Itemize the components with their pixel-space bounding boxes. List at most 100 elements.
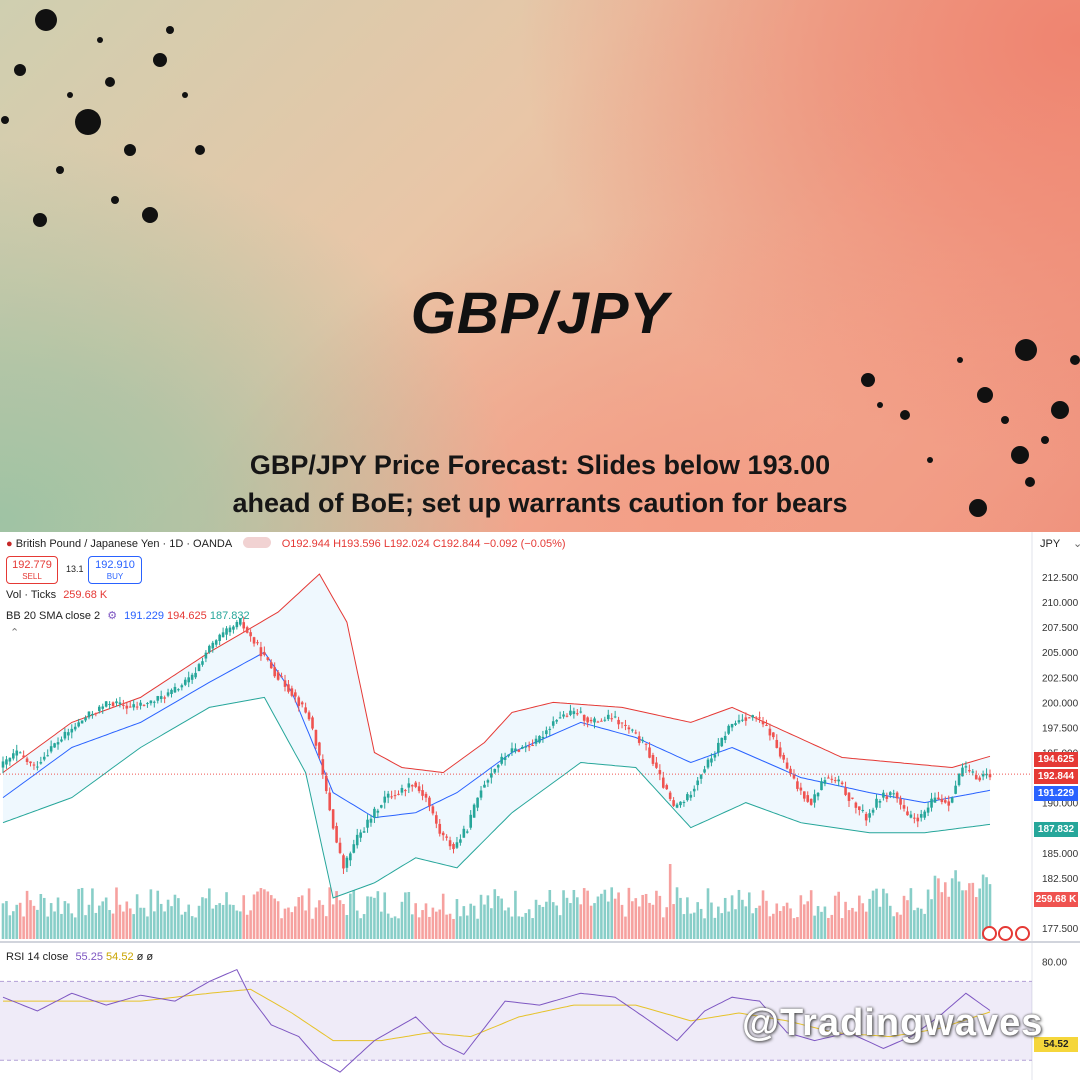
volume-bar — [713, 917, 717, 939]
volume-bar — [263, 889, 266, 939]
volume-bar — [517, 916, 521, 939]
candle-body — [393, 795, 397, 797]
candle-body — [919, 814, 923, 818]
volume-bar — [747, 892, 751, 939]
volume-bar — [947, 896, 951, 939]
candle-body — [77, 722, 80, 727]
candle-body — [665, 785, 669, 790]
volume-bar — [273, 898, 276, 939]
candle-body — [29, 761, 32, 764]
volume-bar — [606, 901, 610, 939]
candle-body — [675, 804, 679, 808]
volume-bar — [118, 904, 122, 939]
event-marker-icon[interactable] — [982, 926, 997, 941]
volume-bar — [345, 914, 349, 939]
settings-icon[interactable]: ⚙ — [107, 610, 118, 622]
volume-bar — [421, 910, 424, 939]
candle-body — [335, 826, 338, 843]
volume-bar — [80, 887, 84, 939]
volume-bar — [218, 903, 221, 939]
hero-subtitle-line-1: GBP/JPY Price Forecast: Slides below 193… — [249, 450, 831, 480]
candle-body — [404, 790, 407, 792]
price-axis-label: 207.500 — [1042, 623, 1079, 634]
volume-bar — [696, 902, 699, 939]
candle-body — [985, 773, 988, 776]
price-axis-label: 177.500 — [1042, 924, 1079, 935]
candle-body — [390, 796, 393, 798]
volume-bar — [768, 916, 772, 939]
candle-body — [772, 732, 775, 738]
volume-bar — [235, 910, 239, 939]
candle-body — [256, 642, 259, 644]
collapse-legend-icon[interactable]: ⌃ — [10, 627, 20, 639]
volume-bar — [954, 870, 957, 939]
candle-body — [799, 787, 803, 791]
candle-body — [80, 720, 84, 724]
candle-body — [300, 702, 304, 705]
volume-bar — [465, 915, 469, 939]
candle-body — [827, 777, 830, 779]
candle-body — [620, 722, 624, 724]
volume-bar — [328, 887, 332, 939]
volume-bar — [902, 895, 906, 939]
volume-bar — [15, 904, 19, 939]
candle-body — [830, 778, 834, 780]
volume-bar — [792, 918, 796, 939]
volume-bar — [1, 903, 5, 939]
volume-legend[interactable]: Vol · Ticks 259.68 K — [6, 589, 107, 601]
volume-bar — [297, 897, 301, 939]
symbol-label[interactable]: British Pound / Japanese Yen · 1D · OAND… — [15, 538, 232, 550]
ohlc-toggle-icon[interactable] — [242, 537, 271, 548]
candle-body — [410, 785, 414, 787]
bollinger-legend[interactable]: BB 20 SMA close 2 ⚙ 191.229 194.625 187.… — [6, 609, 250, 622]
candle-body — [713, 754, 717, 758]
volume-bar — [25, 890, 29, 939]
candle-body — [720, 737, 724, 747]
candle-body — [861, 809, 865, 811]
candle-body — [22, 755, 25, 758]
volume-bar — [923, 913, 926, 939]
event-marker-icon[interactable] — [998, 926, 1014, 941]
candle-body — [785, 762, 789, 769]
candle-body — [971, 771, 975, 773]
candle-body — [135, 706, 139, 708]
volume-bar — [868, 898, 871, 939]
candle-body — [741, 719, 744, 721]
currency-selector[interactable]: JPY ⌄ — [1040, 537, 1080, 550]
event-markers[interactable] — [982, 926, 1030, 946]
volume-bar — [36, 909, 39, 939]
candle-body — [503, 757, 507, 761]
volume-bar — [617, 892, 620, 939]
candle-body — [926, 807, 930, 813]
candle-body — [871, 809, 875, 813]
volume-value: 259.68 K — [63, 589, 108, 601]
volume-bar — [49, 903, 53, 939]
event-marker-icon[interactable] — [1014, 926, 1030, 941]
volume-bar — [565, 897, 569, 939]
trading-chart[interactable]: 212.500 210.000 207.500 205.000 202.500 200.0… — [0, 532, 1080, 1080]
candle-body — [225, 628, 228, 635]
candle-body — [916, 817, 920, 822]
candle-body — [558, 717, 562, 719]
volume-bar — [483, 904, 486, 939]
price-axis-label: 197.500 — [1042, 723, 1079, 734]
rsi-legend[interactable]: RSI 14 close 55.25 54.52 ø ø — [6, 951, 153, 963]
volume-bar — [854, 911, 858, 939]
rsi-extra-value: ø ø — [136, 951, 154, 963]
volume-bar — [613, 898, 617, 939]
buy-button[interactable]: 192.910 BUY — [88, 556, 142, 584]
candle-body — [758, 717, 761, 719]
volume-bar — [166, 899, 170, 939]
volume-bar — [300, 895, 304, 939]
candle-body — [465, 831, 469, 833]
volume-bar — [909, 888, 913, 939]
candle-body — [25, 758, 29, 762]
candle-body — [266, 657, 270, 660]
volume-bar — [177, 898, 180, 939]
candle-body — [641, 739, 644, 741]
candle-body — [875, 798, 878, 808]
candle-body — [97, 706, 101, 711]
chart-canvas[interactable]: 212.500 210.000 207.500 205.000 202.500 200.0… — [0, 532, 1080, 1080]
sell-button[interactable]: 192.779 SELL — [6, 556, 58, 584]
candle-body — [8, 757, 12, 762]
